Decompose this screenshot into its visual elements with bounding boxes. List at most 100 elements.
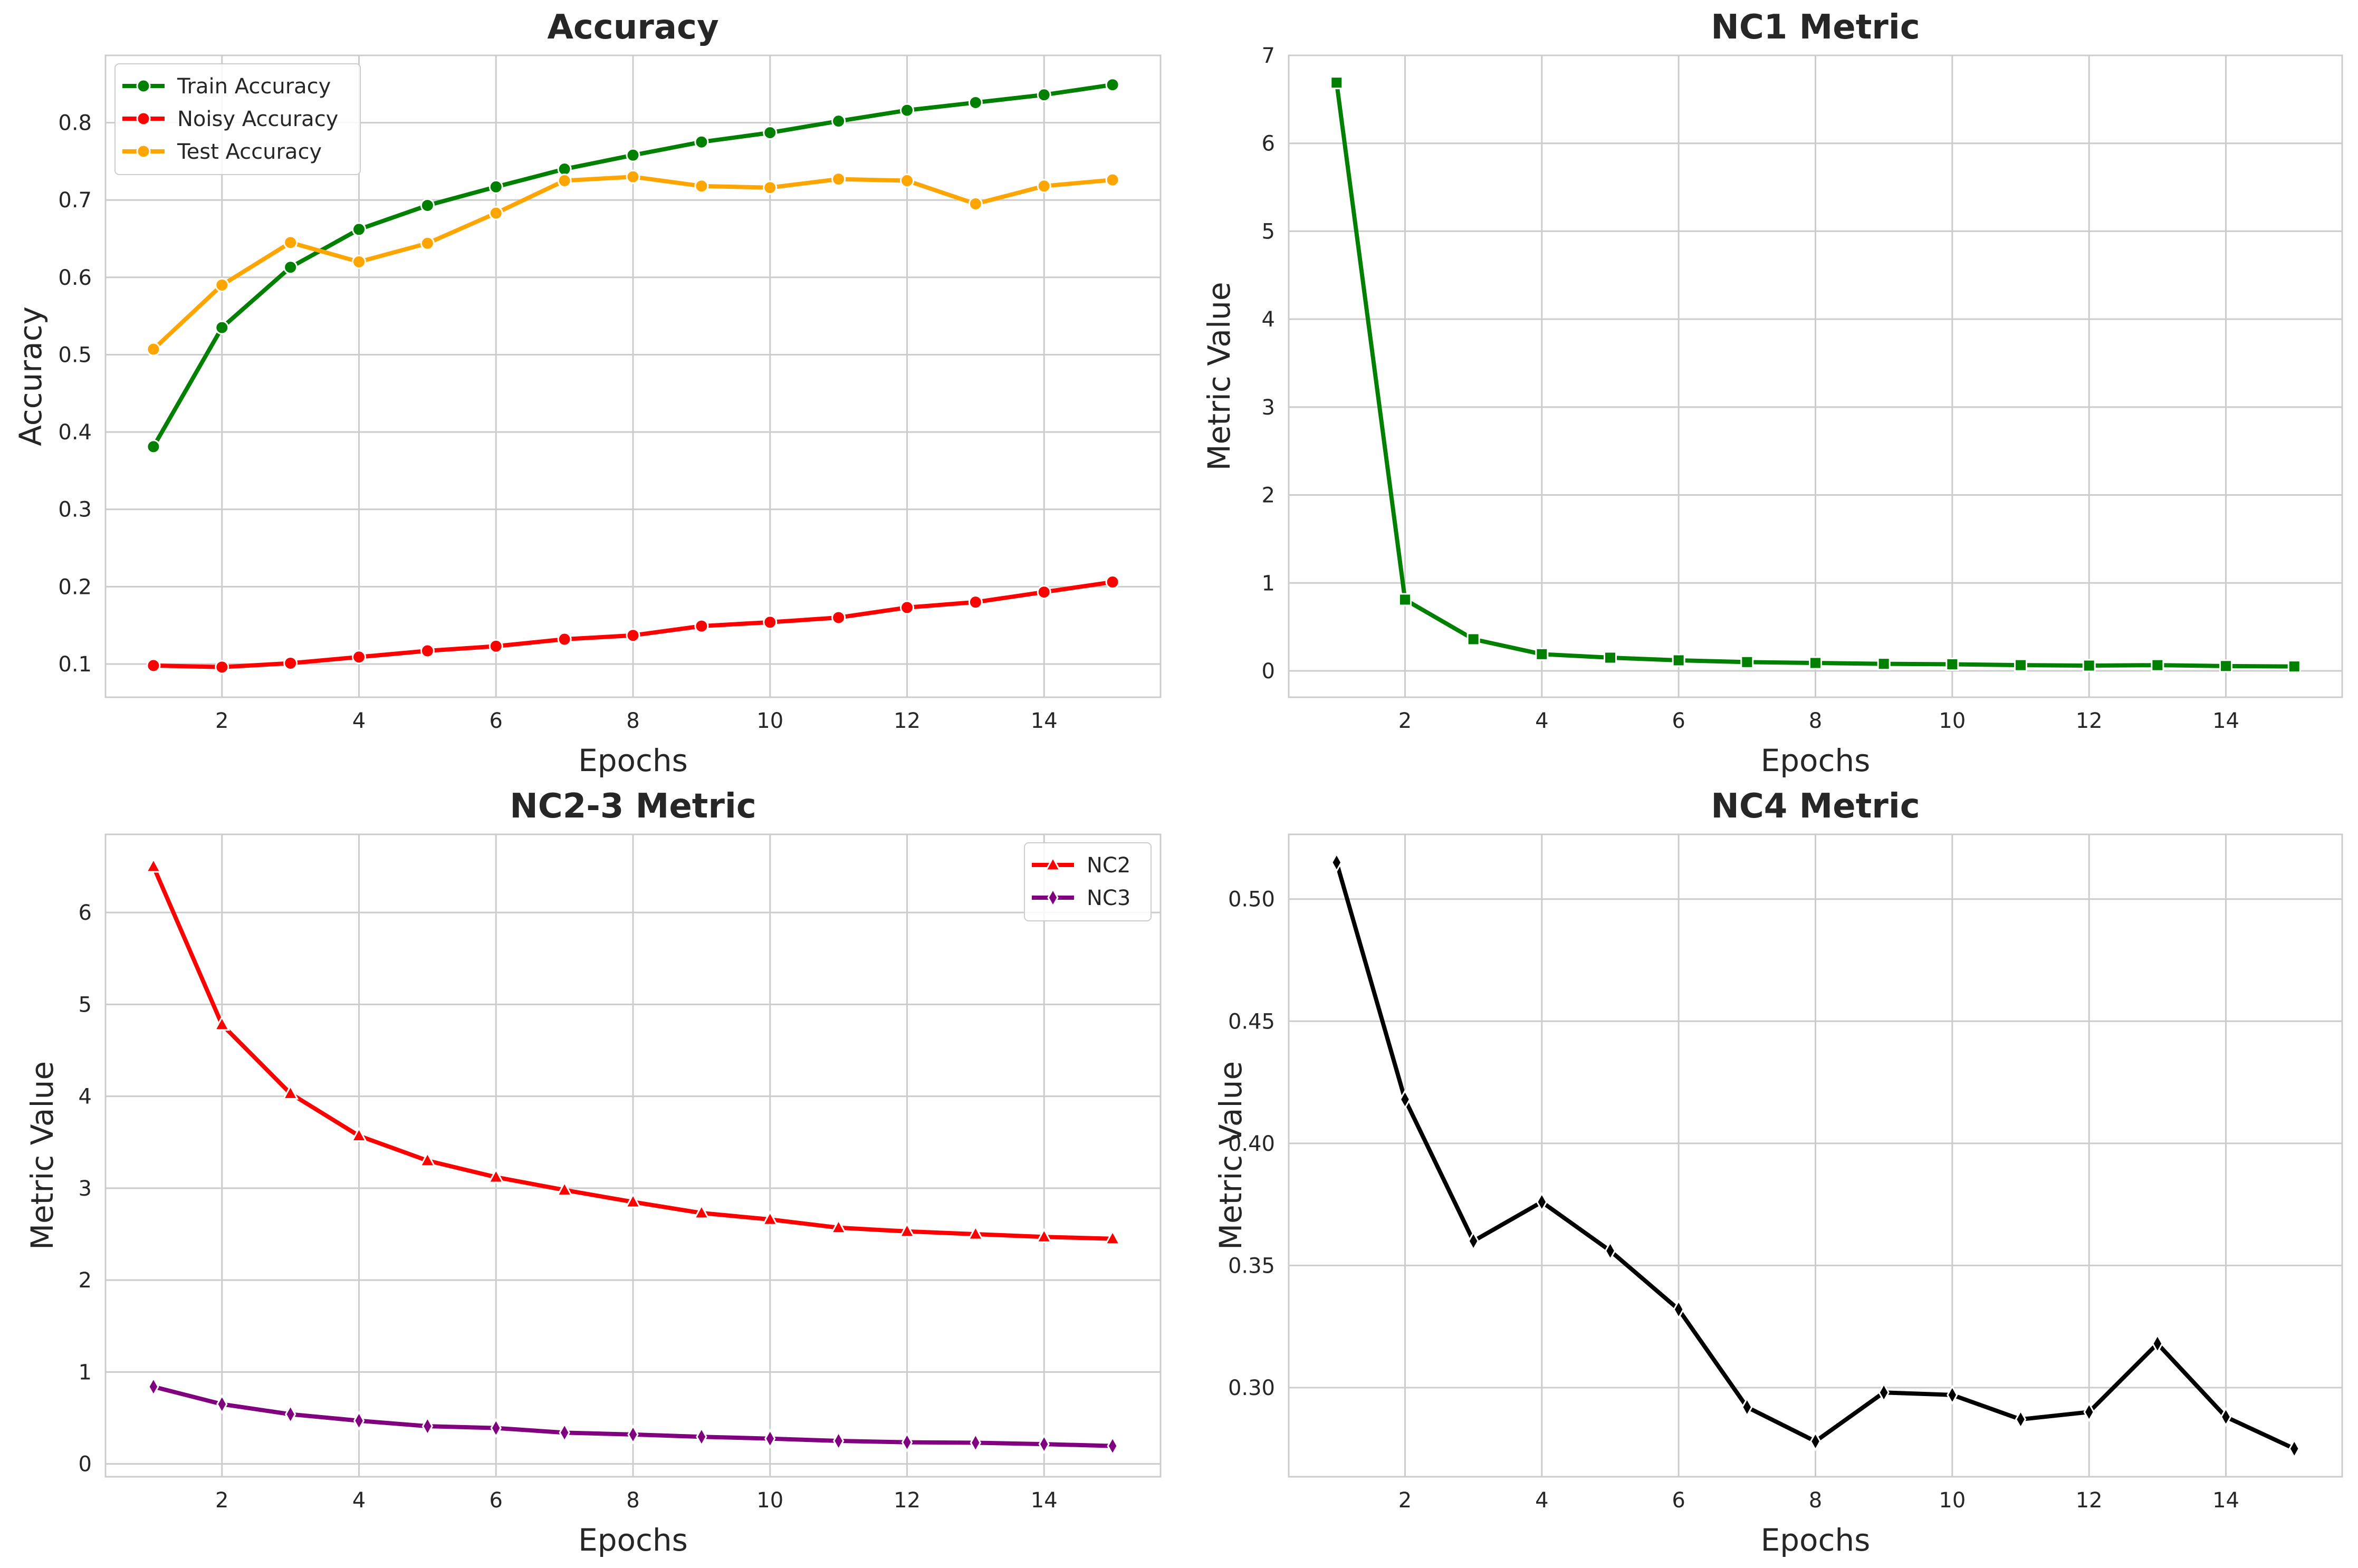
x-tick-label: 14 bbox=[2212, 709, 2239, 733]
data-point bbox=[1398, 593, 1412, 607]
data-point bbox=[1466, 632, 1480, 646]
data-point bbox=[1604, 1240, 1616, 1261]
data-point bbox=[831, 610, 846, 625]
data-point bbox=[214, 1015, 231, 1031]
x-tick-label: 6 bbox=[1672, 1488, 1685, 1513]
x-tick-label: 10 bbox=[756, 709, 783, 733]
data-point bbox=[490, 1418, 502, 1438]
data-point bbox=[968, 595, 983, 610]
data-point bbox=[1107, 1436, 1118, 1456]
data-point bbox=[764, 1428, 776, 1449]
data-point bbox=[2014, 658, 2028, 672]
data-point bbox=[694, 134, 709, 149]
y-tick-label: 0.1 bbox=[58, 652, 92, 677]
data-point bbox=[420, 236, 435, 251]
data-point bbox=[1878, 1382, 1890, 1403]
x-tick-label: 14 bbox=[2212, 1488, 2239, 1513]
data-point bbox=[968, 197, 983, 211]
data-point bbox=[899, 103, 914, 118]
series-nc3 bbox=[148, 1377, 1118, 1456]
data-point bbox=[556, 1181, 573, 1196]
series-noisy-accuracy bbox=[146, 575, 1120, 675]
y-tick-label: 0.7 bbox=[58, 188, 92, 213]
plot-frame bbox=[104, 833, 1162, 1478]
chart-title: NC2-3 Metric bbox=[510, 787, 756, 826]
legend-marker bbox=[136, 111, 151, 126]
data-point bbox=[352, 222, 367, 237]
chart-title: NC4 Metric bbox=[1711, 787, 1920, 826]
data-point bbox=[1036, 1228, 1052, 1243]
data-point bbox=[1809, 1431, 1822, 1451]
x-tick-label: 12 bbox=[894, 709, 921, 733]
x-tick-label: 8 bbox=[1809, 1488, 1822, 1513]
data-point bbox=[2082, 659, 2096, 672]
legend-marker bbox=[1044, 855, 1061, 871]
y-tick-label: 4 bbox=[79, 1085, 92, 1109]
y-axis-label: Metric Value bbox=[24, 1061, 60, 1250]
y-tick-label: 7 bbox=[1262, 44, 1275, 68]
y-tick-label: 1 bbox=[1262, 571, 1275, 595]
data-point bbox=[488, 639, 503, 653]
data-point bbox=[1535, 647, 1549, 661]
data-point bbox=[215, 277, 229, 292]
x-tick-label: 6 bbox=[1672, 709, 1685, 733]
data-point bbox=[216, 1394, 228, 1415]
series-train-accuracy bbox=[146, 78, 1120, 454]
x-tick-label: 8 bbox=[626, 1488, 639, 1513]
legend-label: Noisy Accuracy bbox=[177, 107, 338, 131]
data-point bbox=[559, 1422, 570, 1443]
data-point bbox=[351, 1127, 368, 1142]
data-point bbox=[901, 1432, 913, 1452]
x-tick-label: 4 bbox=[1535, 709, 1548, 733]
plot-frame bbox=[1288, 54, 2343, 698]
data-point bbox=[1105, 575, 1120, 590]
data-point bbox=[145, 857, 162, 873]
data-point bbox=[1037, 88, 1051, 102]
data-point bbox=[557, 632, 572, 647]
data-point bbox=[557, 174, 572, 188]
data-point bbox=[1536, 1191, 1548, 1213]
data-point bbox=[2220, 1407, 2232, 1427]
y-tick-label: 6 bbox=[79, 901, 92, 925]
data-point bbox=[626, 148, 640, 162]
x-tick-label: 8 bbox=[626, 709, 639, 733]
data-point bbox=[693, 1204, 710, 1219]
data-point bbox=[694, 179, 709, 194]
y-tick-label: 0 bbox=[1262, 659, 1275, 684]
data-point bbox=[968, 95, 983, 110]
x-tick-label: 2 bbox=[1398, 709, 1412, 733]
y-tick-label: 0.2 bbox=[58, 575, 92, 599]
y-tick-label: 0.35 bbox=[1228, 1254, 1275, 1278]
data-point bbox=[763, 126, 778, 140]
data-point bbox=[1673, 1299, 1684, 1320]
data-point bbox=[831, 172, 846, 187]
data-point bbox=[353, 1410, 365, 1431]
x-axis-label: Epochs bbox=[578, 743, 688, 778]
x-tick-label: 8 bbox=[1809, 709, 1822, 733]
y-axis-label: Accuracy bbox=[13, 306, 49, 446]
x-tick-label: 12 bbox=[894, 1488, 921, 1513]
series-series-1 bbox=[1331, 852, 2300, 1459]
y-tick-label: 6 bbox=[1262, 132, 1275, 156]
legend-label: Train Accuracy bbox=[177, 74, 331, 99]
x-axis-label: Epochs bbox=[578, 1522, 688, 1558]
data-point bbox=[694, 619, 709, 633]
data-point bbox=[1945, 657, 1959, 671]
data-point bbox=[1037, 585, 1051, 600]
plot-frame bbox=[1288, 833, 2343, 1478]
y-tick-label: 0.45 bbox=[1228, 1009, 1275, 1034]
y-tick-label: 0.4 bbox=[58, 420, 92, 445]
data-point bbox=[967, 1225, 984, 1240]
data-point bbox=[626, 628, 640, 643]
x-tick-label: 6 bbox=[490, 709, 503, 733]
data-point bbox=[2152, 1333, 2163, 1354]
data-point bbox=[1947, 1384, 1958, 1405]
x-tick-label: 4 bbox=[1535, 1488, 1548, 1513]
data-point bbox=[215, 660, 229, 675]
y-tick-label: 4 bbox=[1262, 307, 1275, 332]
x-tick-label: 2 bbox=[1398, 1488, 1412, 1513]
